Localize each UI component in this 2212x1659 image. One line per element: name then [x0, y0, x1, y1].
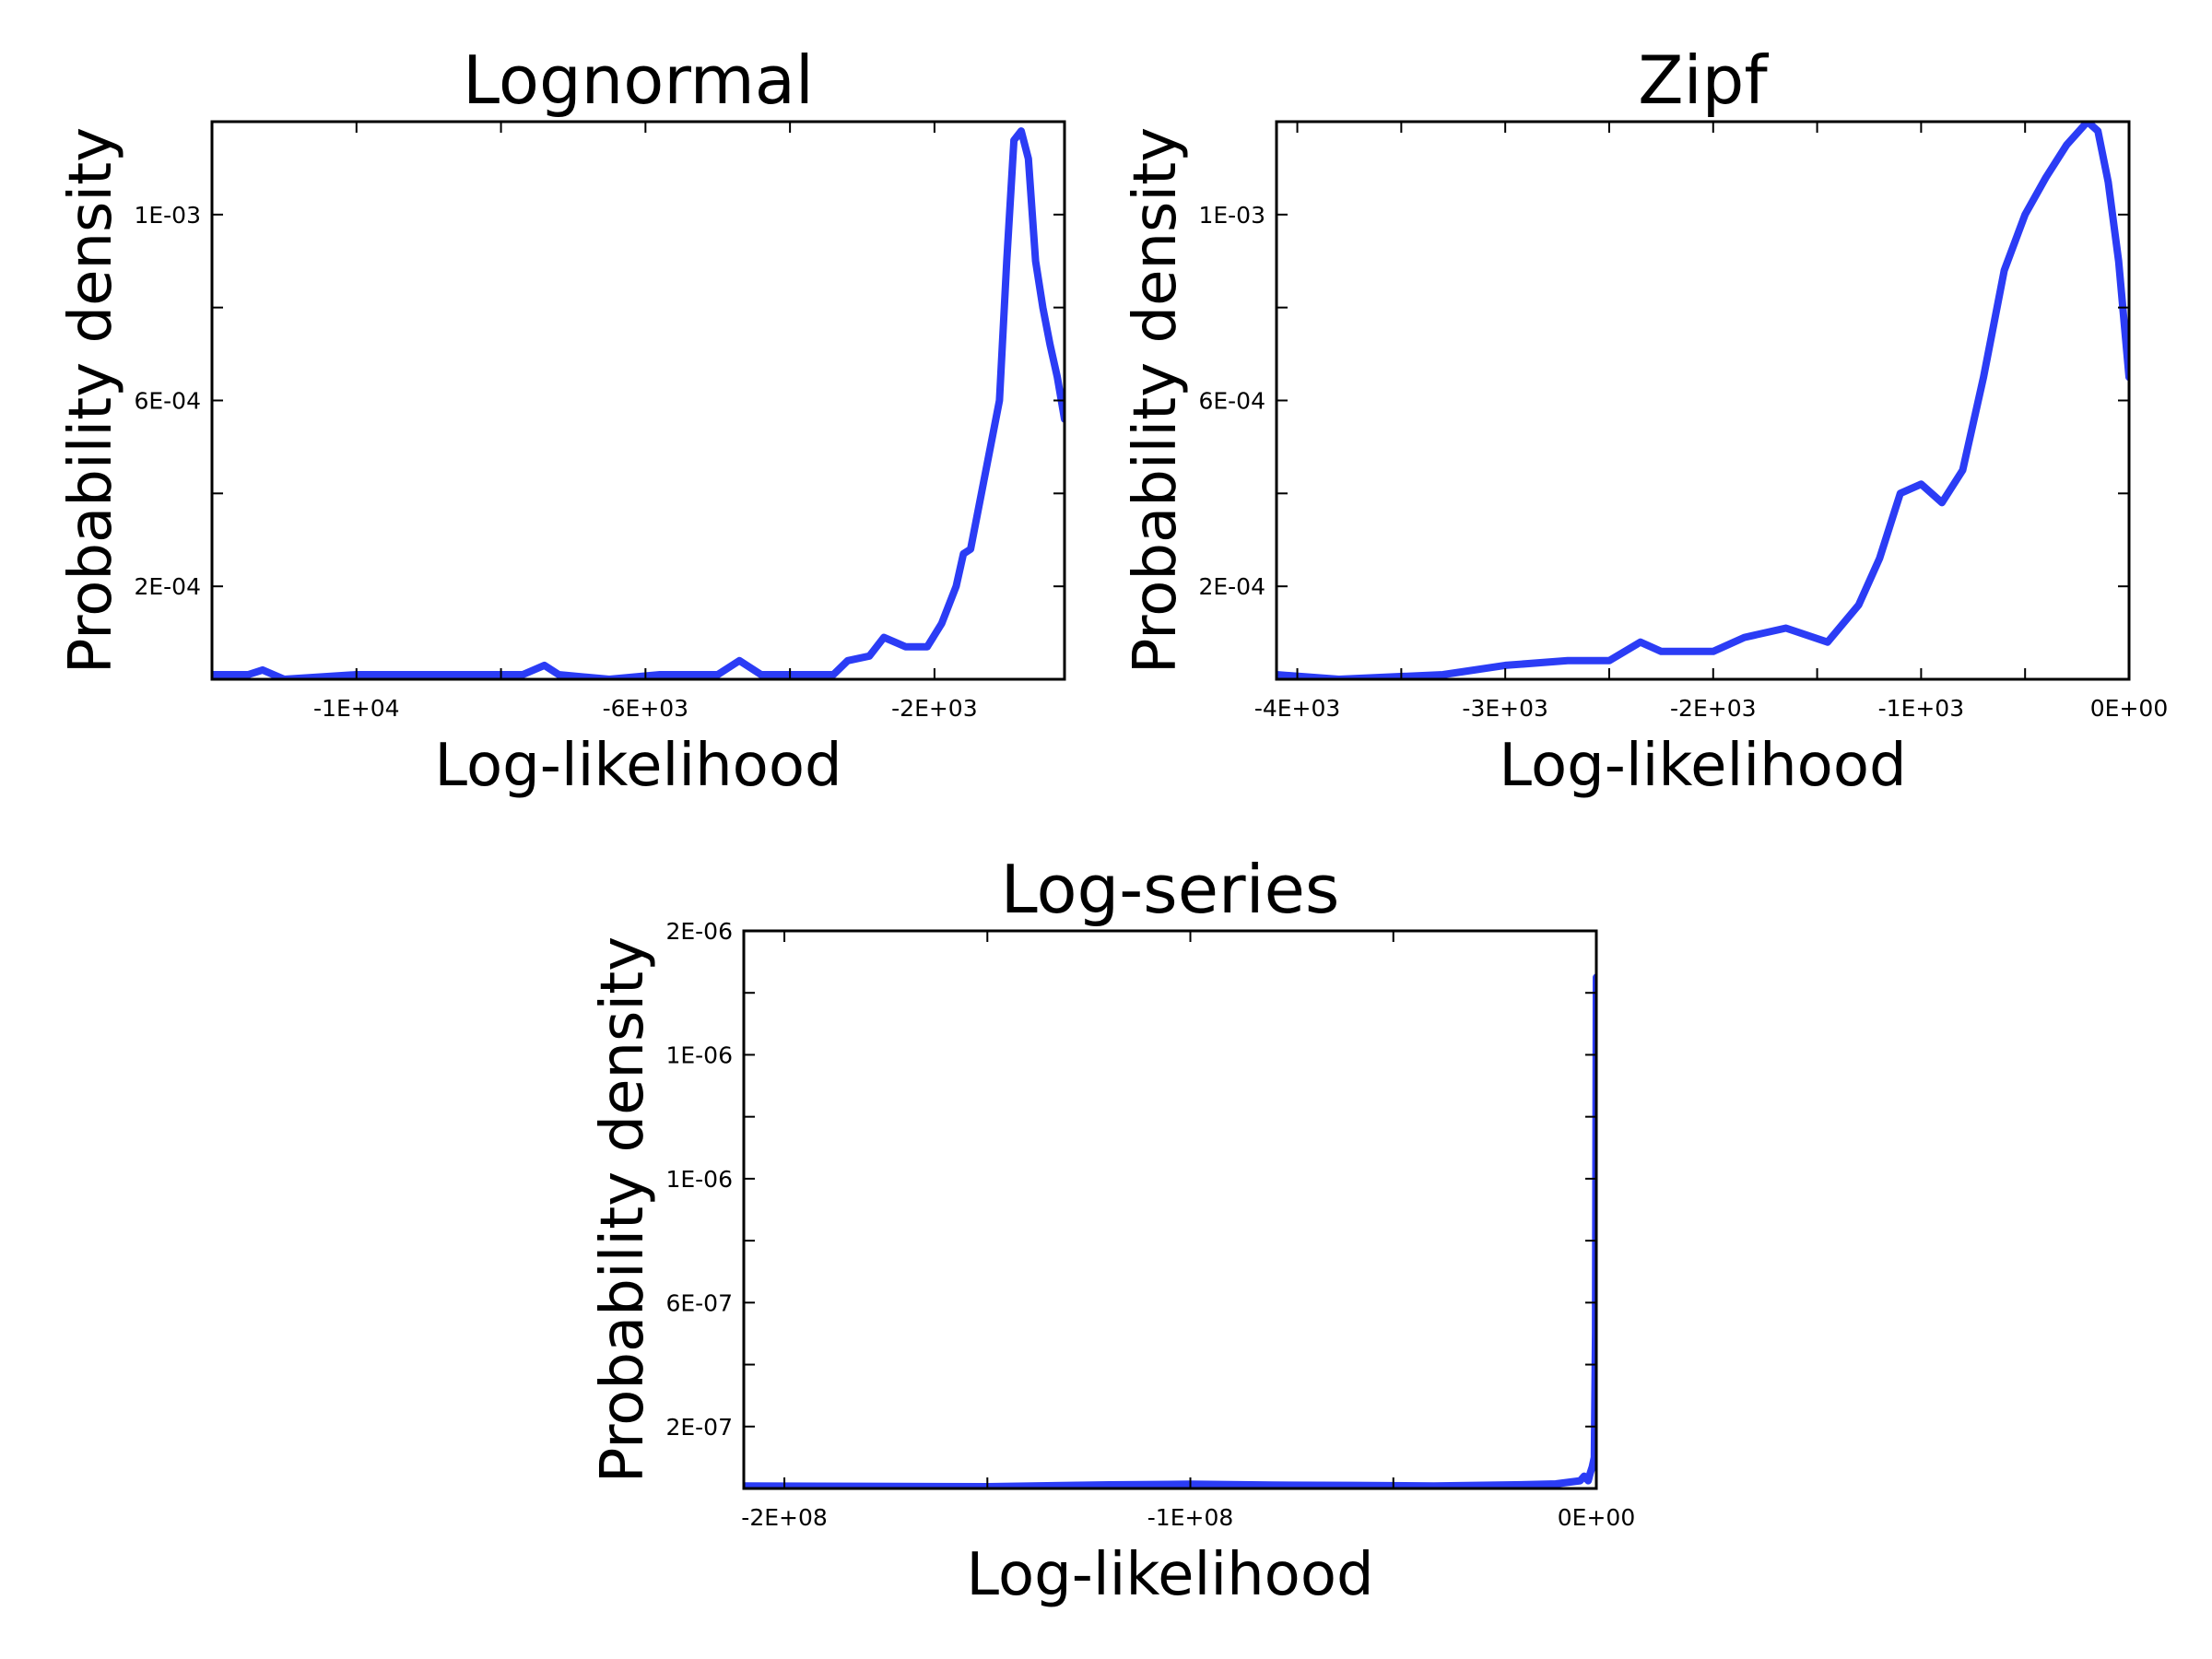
x-tick-label: -4E+03 — [1254, 695, 1340, 722]
chart-title: Lognormal — [463, 41, 814, 119]
y-tick-label: 1E-06 — [665, 1041, 733, 1068]
y-axis-label: Probability density — [589, 936, 657, 1483]
series-line-1 — [212, 127, 1065, 679]
x-tick-label: -1E+08 — [1147, 1504, 1233, 1531]
y-tick-label: 2E-06 — [665, 918, 733, 945]
y-tick-label: 1E-06 — [665, 1166, 733, 1193]
y-tick-label: 2E-07 — [665, 1414, 733, 1441]
x-axis-label: Log-likelihood — [966, 1541, 1373, 1609]
y-tick-label: 6E-04 — [1198, 388, 1265, 415]
x-tick-label: -1E+04 — [313, 695, 399, 722]
x-tick-label: 0E+00 — [2090, 695, 2168, 722]
chart-panel-3: Log-series -2E+08 -1E+08 0E+00 2E-07 6E-07 1E-… — [589, 851, 1635, 1609]
y-tick-label: 2E-04 — [1198, 573, 1265, 600]
x-tick-label: 0E+00 — [1558, 1504, 1635, 1531]
chart-panel-1: Lognormal -1E+04 -6E+03 -2E+03 2E-04 6E-04 1E-… — [57, 41, 1066, 800]
x-tick-label: -3E+03 — [1462, 695, 1547, 722]
axes-frame — [742, 929, 1598, 1490]
x-axis-label: Log-likelihood — [434, 732, 841, 800]
chart-title: Zipf — [1638, 41, 1769, 119]
x-axis-label: Log-likelihood — [1499, 732, 1906, 800]
x-tick-label: -2E+03 — [1670, 695, 1756, 722]
series-line-1 — [1277, 122, 2129, 679]
y-tick-label: 6E-07 — [665, 1289, 733, 1316]
y-axis-label: Probability density — [57, 127, 125, 674]
y-tick-label: 2E-04 — [134, 573, 201, 600]
series-line-1 — [744, 973, 1596, 1488]
y-axis-label: Probability density — [1122, 127, 1190, 674]
y-tick-label: 1E-03 — [1198, 202, 1265, 229]
x-tick-label: -1E+03 — [1878, 695, 1964, 722]
x-tick-label: -6E+03 — [603, 695, 688, 722]
chart-title: Log-series — [1001, 851, 1340, 928]
chart-panel-2: Zipf -4E+03 -3E+03 -2E+03 -1E+03 0E+00 2E-04 6E… — [1122, 41, 2168, 800]
x-tick-label: -2E+08 — [741, 1504, 827, 1531]
y-tick-label: 6E-04 — [134, 388, 201, 415]
axes-frame — [210, 120, 1066, 681]
y-tick-label: 1E-03 — [134, 202, 201, 229]
axes-frame — [1275, 120, 2131, 681]
x-tick-label: -2E+03 — [891, 695, 977, 722]
